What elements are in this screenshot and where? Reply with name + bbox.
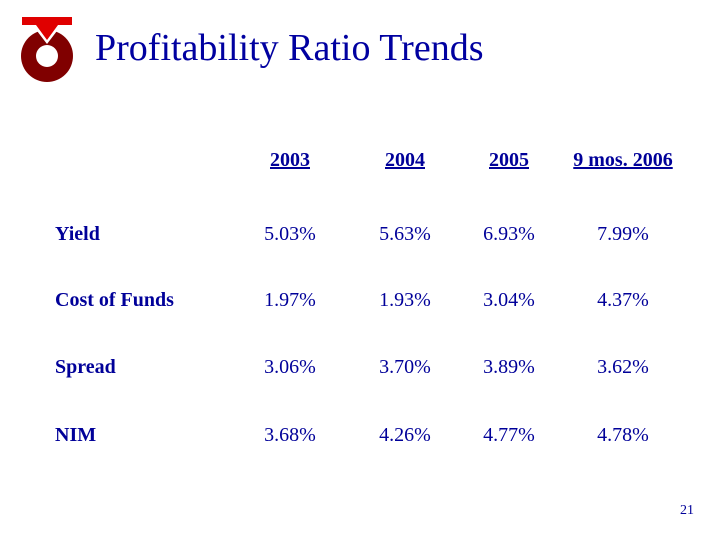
logo-arrow	[22, 17, 72, 40]
table-cell: 1.93%	[379, 289, 431, 311]
row-label-spread: Spread	[55, 356, 116, 378]
table-cell: 5.03%	[264, 223, 316, 245]
table-cell: 3.06%	[264, 356, 316, 378]
row-label-nim: NIM	[55, 424, 97, 446]
page-number: 21	[680, 503, 694, 518]
slide-title: Profitability Ratio Trends	[95, 27, 484, 69]
table-cell: 4.77%	[483, 424, 535, 446]
table-cell: 3.68%	[264, 424, 316, 446]
company-logo-icon	[20, 15, 74, 82]
table-cell: 5.63%	[379, 223, 431, 245]
table-cell: 4.37%	[597, 289, 649, 311]
table-cell: 3.89%	[483, 356, 535, 378]
column-header-2005: 2005	[489, 149, 529, 171]
column-header-2003: 2003	[270, 149, 310, 171]
row-label-yield: Yield	[55, 223, 100, 245]
table-cell: 1.97%	[264, 289, 316, 311]
column-header-9mos-2006: 9 mos. 2006	[573, 149, 673, 171]
logo-ring-hole	[36, 45, 58, 67]
table-cell: 4.26%	[379, 424, 431, 446]
table-cell: 3.70%	[379, 356, 431, 378]
column-header-2004: 2004	[385, 149, 425, 171]
table-cell: 3.62%	[597, 356, 649, 378]
row-label-cost-of-funds: Cost of Funds	[55, 289, 174, 311]
table-cell: 4.78%	[597, 424, 649, 446]
table-cell: 6.93%	[483, 223, 535, 245]
table-cell: 7.99%	[597, 223, 649, 245]
table-cell: 3.04%	[483, 289, 535, 311]
